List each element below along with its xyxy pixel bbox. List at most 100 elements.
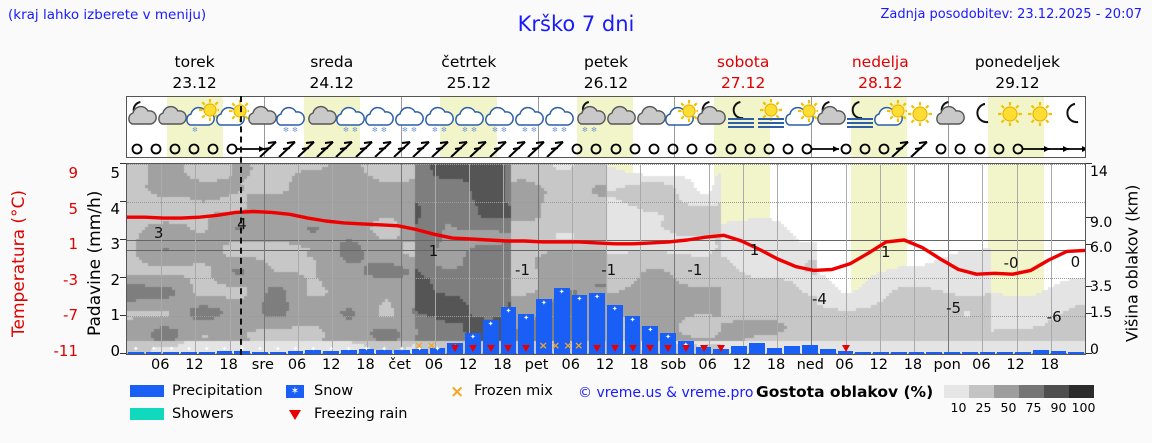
day-header-petek: petek 26.12 — [537, 52, 674, 94]
precipitation-tickmark — [120, 201, 126, 202]
precipitation-bar — [766, 348, 783, 354]
gridline-vertical — [571, 164, 573, 354]
time-tick-label: 06 — [561, 357, 581, 373]
precipitation-bar — [802, 344, 818, 354]
snow-marker: ✦ — [505, 306, 512, 315]
gridline-vertical — [195, 164, 197, 354]
day-header-četrtek: četrtek 25.12 — [400, 52, 537, 94]
precipitation-bar — [234, 351, 251, 354]
time-tick-label: pet — [524, 357, 549, 373]
time-tick-label: ned — [796, 357, 824, 373]
cloud-density-tick: 25 — [975, 400, 992, 415]
freezing-rain-marker — [699, 345, 708, 352]
wind-barb-calm — [139, 141, 173, 157]
cloud-icon — [634, 98, 668, 136]
precipitation-bar — [589, 293, 605, 354]
precipitation-bar — [571, 295, 588, 354]
frozen-mix-marker: × — [426, 339, 437, 352]
freezing-rain-marker — [593, 345, 602, 352]
wind-barb-calm — [177, 141, 211, 157]
wind-barb-calm — [196, 141, 230, 157]
cloud-snow-icon: ✻ ✻ — [544, 98, 578, 136]
freezing-rain-marker — [486, 345, 495, 352]
precipitation-bar — [926, 352, 943, 354]
snow-marker: ✦ — [469, 333, 476, 342]
gridline-vertical — [606, 164, 607, 354]
precipitation-bar — [128, 352, 144, 354]
precipitation-swatch — [130, 385, 164, 397]
wind-barb-calm — [924, 141, 958, 157]
cloud-snow-icon: ✻ ✻ — [275, 98, 309, 136]
moon-fog-icon — [843, 98, 877, 136]
svg-text:✻: ✻ — [501, 126, 507, 134]
precipitation-bar — [394, 350, 410, 354]
freezing-rain-marker — [468, 345, 477, 352]
cloud-snow-icon: ✻ ✻ — [514, 98, 548, 136]
temperature-value-label: -1 — [514, 261, 530, 280]
day-date: 23.12 — [172, 74, 217, 92]
wind-barb-barb — [541, 141, 575, 157]
moon-cloud-icon — [814, 98, 848, 136]
time-tick-label: 12 — [185, 357, 204, 373]
sun-cloud-icon — [873, 98, 910, 136]
wind-barb-barb — [369, 141, 403, 157]
precipitation-bar — [305, 350, 322, 354]
wind-barb-calm — [127, 141, 154, 157]
wind-barb-barb — [522, 141, 556, 157]
precipitation-tick: 5 — [110, 164, 120, 182]
day-date: 28.12 — [858, 74, 903, 92]
snow-marker: ✦ — [399, 345, 405, 353]
time-tick-label: 12 — [458, 357, 478, 373]
gridline-vertical — [400, 164, 402, 354]
precipitation-axis-title: Padavine (mm/h) — [85, 190, 105, 336]
time-tick-label: 18 — [766, 357, 786, 373]
moon-fog-icon — [724, 98, 758, 136]
snow-marker: ✦ — [434, 345, 441, 353]
wind-barb-barb — [407, 141, 441, 157]
freezing-rain-marker — [646, 345, 655, 352]
gridline-vertical — [537, 164, 539, 354]
snow-marker: ✦ — [487, 319, 494, 328]
precipitation-bar — [607, 304, 623, 354]
precipitation-bar — [198, 351, 215, 354]
precipitation-bar — [731, 345, 747, 354]
temperature-value-label: -1 — [601, 261, 617, 280]
wind-barb-barb — [445, 141, 479, 157]
cloud-height-tickmark — [1086, 217, 1092, 219]
sun-icon — [993, 98, 1027, 136]
precipitation-tickmark — [120, 277, 126, 278]
temperature-tick: 9 — [68, 164, 78, 182]
time-tick-label: pon — [933, 357, 961, 373]
wind-barb-barb — [330, 141, 364, 157]
snow-marker: ✦ — [168, 345, 175, 353]
time-tick-label: 12 — [732, 357, 752, 373]
day-separator — [948, 97, 950, 157]
day-name: nedelja — [851, 53, 909, 71]
cloud-density-tick: 10 — [950, 400, 967, 415]
wind-barb-barb — [886, 141, 920, 157]
precipitation-bar — [323, 350, 339, 354]
legend-snow-label: Snow — [314, 383, 354, 399]
gridline-vertical — [811, 164, 813, 354]
cloud-density-tick: 50 — [1000, 400, 1017, 415]
time-tick-label: čet — [388, 357, 411, 373]
gridline-vertical — [948, 164, 950, 354]
copyright-label: © vreme.us & vreme.pro — [578, 385, 754, 401]
wind-barb-calm — [752, 141, 786, 157]
precipitation-bar — [411, 349, 428, 354]
day-header-sreda: sreda 24.12 — [263, 52, 400, 94]
precipitation-bar — [216, 350, 233, 354]
location-menu-note: (kraj lahko izberete v meniju) — [8, 7, 207, 23]
time-tick-label: 12 — [869, 357, 888, 373]
snow-marker: ✦ — [381, 345, 388, 353]
day-name: sobota — [716, 53, 770, 71]
svg-text:✻: ✻ — [352, 126, 358, 134]
cloud-snow-icon: ✻ ✻ — [454, 98, 488, 136]
svg-text:✻: ✻ — [372, 126, 378, 134]
legend-showers-label: Showers — [172, 406, 234, 422]
gridline-vertical — [366, 164, 368, 354]
cloud-density-ramp-step — [944, 385, 969, 398]
wind-barb-barb — [311, 141, 345, 157]
freezing-rain-marker — [451, 345, 460, 352]
gridline-vertical — [298, 164, 300, 354]
